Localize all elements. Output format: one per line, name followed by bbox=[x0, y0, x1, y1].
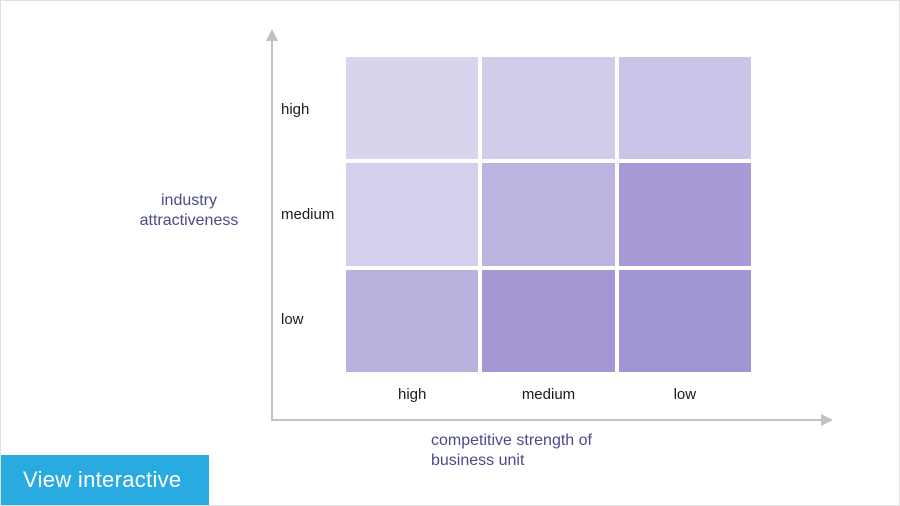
y-axis-title: industry attractiveness bbox=[119, 191, 259, 231]
chart-area: high medium low high medium low bbox=[271, 31, 831, 461]
cell-r0c0 bbox=[346, 57, 478, 159]
cell-r0c2 bbox=[619, 57, 751, 159]
col-label-medium: medium bbox=[482, 379, 614, 409]
x-axis-line bbox=[271, 419, 831, 421]
x-axis-title: competitive strength of business unit bbox=[431, 431, 651, 471]
cell-r2c0 bbox=[346, 270, 478, 372]
col-label-high: high bbox=[346, 379, 478, 409]
row-label-medium: medium bbox=[281, 162, 341, 267]
cell-r0c1 bbox=[482, 57, 614, 159]
cell-r2c2 bbox=[619, 270, 751, 372]
row-label-low: low bbox=[281, 267, 341, 372]
col-label-low: low bbox=[619, 379, 751, 409]
row-label-high: high bbox=[281, 57, 341, 162]
y-axis-line bbox=[271, 31, 273, 421]
col-labels: high medium low bbox=[346, 379, 751, 409]
cell-r2c1 bbox=[482, 270, 614, 372]
y-axis-arrow-icon bbox=[266, 29, 278, 41]
matrix-grid bbox=[346, 57, 751, 372]
chart-frame: industry attractiveness high medium low … bbox=[0, 0, 900, 506]
view-interactive-button[interactable]: View interactive bbox=[1, 455, 209, 505]
cell-r1c1 bbox=[482, 163, 614, 265]
x-axis-arrow-icon bbox=[821, 414, 833, 426]
cell-r1c0 bbox=[346, 163, 478, 265]
row-labels: high medium low bbox=[281, 57, 341, 372]
cell-r1c2 bbox=[619, 163, 751, 265]
